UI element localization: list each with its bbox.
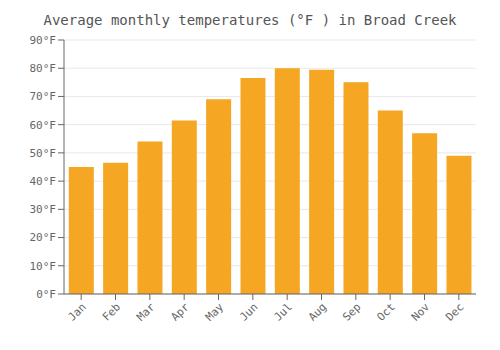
svg-text:Mar: Mar xyxy=(134,300,158,324)
svg-text:70°F: 70°F xyxy=(30,90,57,103)
svg-text:80°F: 80°F xyxy=(30,62,57,75)
svg-text:Jul: Jul xyxy=(272,300,295,323)
svg-text:Jan: Jan xyxy=(66,300,89,323)
svg-text:Sep: Sep xyxy=(340,300,363,323)
svg-text:90°F: 90°F xyxy=(30,34,57,47)
svg-text:Dec: Dec xyxy=(443,300,466,323)
svg-text:0°F: 0°F xyxy=(36,288,56,301)
svg-text:10°F: 10°F xyxy=(30,260,57,273)
svg-text:Apr: Apr xyxy=(169,300,193,324)
svg-text:Jun: Jun xyxy=(237,300,260,323)
svg-text:Nov: Nov xyxy=(409,300,433,324)
svg-text:30°F: 30°F xyxy=(30,203,57,216)
svg-text:50°F: 50°F xyxy=(30,147,57,160)
svg-text:Aug: Aug xyxy=(306,300,329,323)
svg-text:Feb: Feb xyxy=(100,300,123,323)
svg-text:20°F: 20°F xyxy=(30,231,57,244)
svg-text:May: May xyxy=(203,300,227,324)
svg-text:40°F: 40°F xyxy=(30,175,57,188)
svg-text:60°F: 60°F xyxy=(30,119,57,132)
html-text:Average monthly temperatures (: Average monthly temperatures (°F ) in Br… xyxy=(43,12,457,28)
svg-text:Oct: Oct xyxy=(375,300,398,323)
